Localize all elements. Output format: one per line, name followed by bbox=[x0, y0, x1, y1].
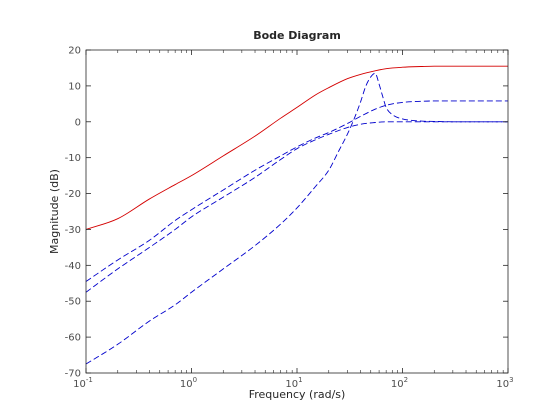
y-tick-label: 0 bbox=[75, 117, 81, 128]
chart-title: Bode Diagram bbox=[253, 29, 341, 42]
y-tick-label: -30 bbox=[65, 225, 81, 236]
x-tick-label: 10-1 bbox=[73, 376, 93, 390]
y-tick-label: -50 bbox=[65, 297, 81, 308]
y-tick-label: -70 bbox=[65, 369, 81, 380]
series-line-4 bbox=[85, 72, 508, 365]
y-tick-label: -60 bbox=[65, 333, 81, 344]
y-tick-label: 20 bbox=[68, 46, 81, 57]
series-line-1 bbox=[85, 65, 508, 230]
x-tick-label: 101 bbox=[285, 376, 302, 390]
plot-area-frame bbox=[85, 49, 509, 374]
x-tick-label: 102 bbox=[391, 376, 408, 390]
y-tick-label: -20 bbox=[65, 189, 81, 200]
series-layer bbox=[85, 65, 508, 365]
x-tick-label: 100 bbox=[180, 376, 197, 390]
y-axis-label: Magnitude (dB) bbox=[48, 169, 61, 254]
y-tick-label: 10 bbox=[68, 81, 81, 92]
x-axis-label: Frequency (rad/s) bbox=[249, 388, 346, 401]
y-tick-label: -10 bbox=[65, 153, 81, 164]
series-line-3 bbox=[85, 121, 508, 293]
x-tick-label: 103 bbox=[496, 376, 513, 390]
series-line-2 bbox=[85, 100, 508, 282]
y-tick-label: -40 bbox=[65, 261, 81, 272]
